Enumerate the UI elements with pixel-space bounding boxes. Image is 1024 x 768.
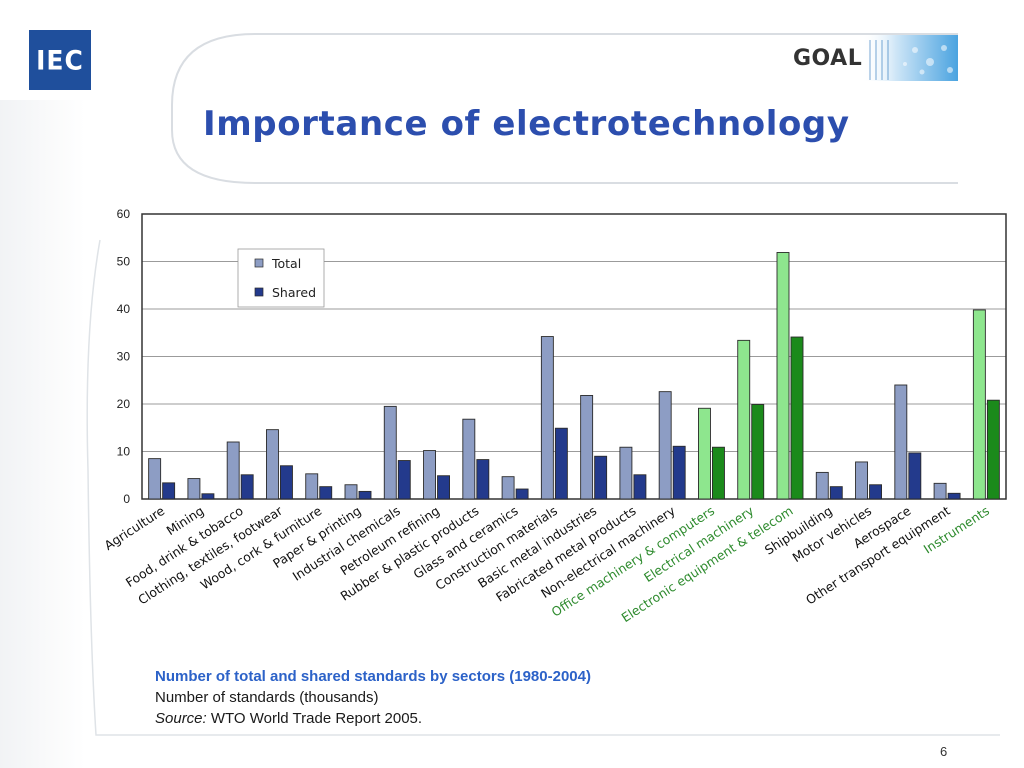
bar-total [501, 476, 515, 500]
bar-shared [358, 490, 372, 500]
bar-total [266, 429, 279, 500]
bar-total [972, 309, 986, 500]
caption-source: Source: WTO World Trade Report 2005. [155, 708, 591, 729]
bar-total [619, 446, 633, 500]
bar-total [658, 391, 672, 500]
bar-total [383, 405, 397, 500]
chart-caption: Number of total and shared standards by … [155, 666, 591, 729]
bar-shared [437, 475, 450, 500]
legend-swatch [254, 287, 264, 297]
bar-total [815, 471, 829, 500]
bar-shared [397, 460, 411, 500]
bar-shared [594, 455, 608, 500]
legend-label: Shared [272, 285, 316, 300]
caption-source-label: Source: [155, 710, 207, 727]
caption-units: Number of standards (thousands) [155, 689, 379, 706]
bar-total [423, 450, 436, 500]
legend-swatch [254, 258, 264, 268]
bar-shared [908, 452, 922, 500]
iec-logo: IEC [29, 30, 91, 90]
goal-label: GOAL [793, 46, 863, 71]
bar-total [737, 339, 751, 500]
y-tick-label: 40 [117, 302, 131, 316]
page-title: Importance of electrotechnology [203, 104, 850, 144]
bar-shared [869, 484, 882, 500]
legend-label: Total [271, 256, 301, 271]
bar-shared [554, 427, 568, 500]
bar-shared [515, 488, 529, 500]
x-tick-label: Agriculture [101, 503, 167, 553]
bar-total [226, 441, 240, 500]
y-tick-label: 20 [117, 397, 131, 411]
plot-frame [141, 213, 1007, 500]
caption-source-text: WTO World Trade Report 2005. [206, 710, 423, 727]
y-tick-label: 50 [117, 255, 131, 269]
bar-shared [476, 459, 490, 500]
bar-shared [829, 486, 843, 500]
bar-shared [633, 474, 647, 500]
y-tick-label: 60 [117, 207, 131, 221]
bar-shared [790, 336, 804, 500]
bar-total [580, 394, 594, 500]
bar-shared [280, 465, 293, 500]
logo-text: IEC [36, 44, 84, 76]
legend-box [237, 248, 325, 308]
bar-shared [986, 399, 1000, 500]
bar-total [540, 336, 554, 500]
bar-shared [947, 492, 961, 500]
bar-shared [672, 445, 686, 500]
bar-total [462, 418, 476, 500]
bar-total [894, 384, 908, 500]
caption-title: Number of total and shared standards by … [155, 668, 591, 685]
y-tick-label: 0 [123, 492, 130, 506]
bar-shared [751, 404, 765, 500]
bar-total [344, 484, 358, 500]
bar-total [933, 482, 947, 500]
bar-shared [201, 493, 215, 500]
bar-shared [240, 474, 254, 500]
page-number: 6 [940, 744, 948, 759]
bar-total [698, 407, 711, 500]
bar-total [855, 461, 868, 500]
bar-shared [712, 446, 725, 500]
bar-total [776, 252, 790, 500]
bar-total [187, 478, 201, 500]
bar-shared [162, 482, 176, 500]
bar-total [305, 473, 319, 500]
y-tick-label: 10 [117, 445, 131, 459]
bar-total [148, 458, 162, 500]
y-tick-label: 30 [117, 350, 131, 364]
bar-shared [319, 486, 333, 500]
